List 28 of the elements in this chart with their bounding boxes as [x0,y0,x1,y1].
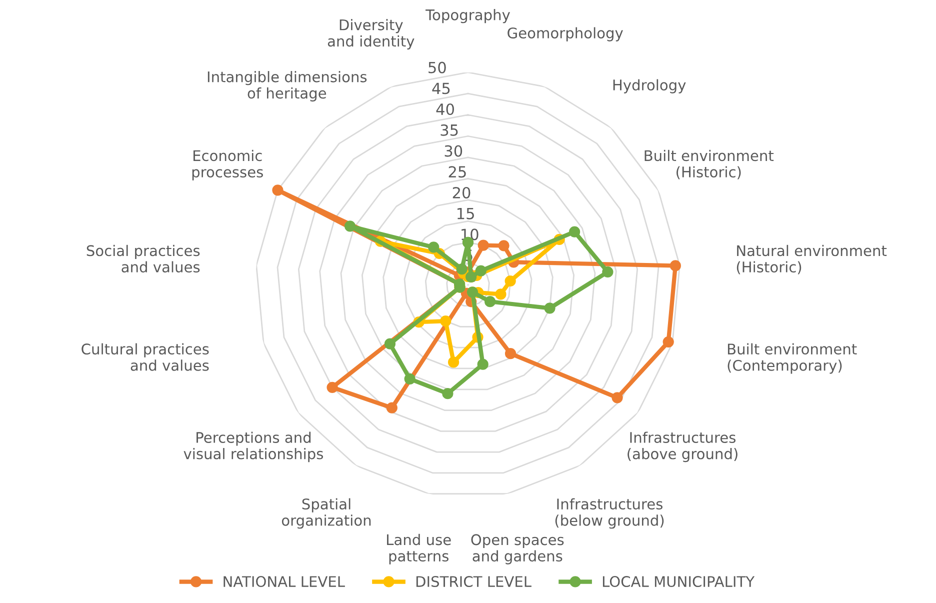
y-tick-label: 45 [432,82,450,94]
y-tick-label: 30 [444,145,462,157]
y-tick-label: 40 [436,103,454,116]
spoke-label: Social practices and values [86,244,200,273]
spoke-label: Built environment (Historic) [644,150,774,180]
spoke-label: Topography [426,9,510,24]
spoke-label: Infrastructures (below ground) [555,498,664,529]
y-tick-label: 20 [452,186,470,198]
y-tick-label: 35 [440,124,458,136]
spoke-label: Land use patterns [387,534,451,564]
spoke-label: Geomorphology [508,27,623,42]
spoke-label: Natural environment (Historic) [736,244,887,274]
legend-label: DISTRICT LEVEL [416,576,532,588]
legend-label: NATIONAL LEVEL [224,576,345,588]
spoke-label: Diversity and identity [328,19,414,50]
spoke-label: Hydrology [613,79,686,94]
y-tick-label: 25 [448,166,466,178]
spoke-label: Intangible dimensions of heritage [208,71,367,102]
y-tick-label: 15 [458,208,474,220]
spoke-label: Built environment (Contemporary) [728,343,857,374]
spoke-label: Infrastructures (above ground) [628,432,738,462]
spoke-label: Open spaces and gardens [471,534,564,564]
spoke-label: Perceptions and visual relationships [184,432,324,462]
spoke-label: Economic processes [192,150,263,180]
legend-label: LOCAL MUNICIPALITY [602,576,755,588]
y-tick-label: 50 [428,62,446,74]
spoke-label: Cultural practices and values [82,343,209,371]
spoke-label: Spatial organization [282,498,371,529]
